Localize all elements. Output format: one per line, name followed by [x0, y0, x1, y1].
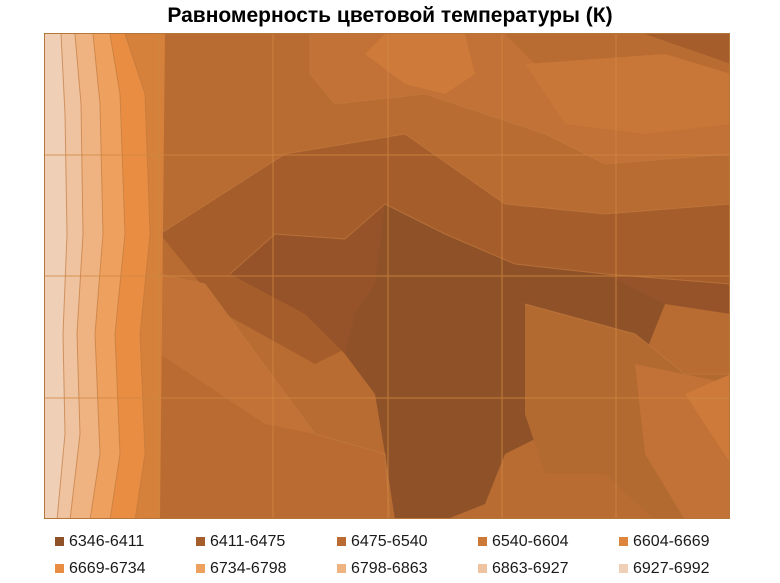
- contour-line: [69, 34, 84, 518]
- legend-item: 6411-6475: [196, 533, 337, 551]
- legend-item: 6346-6411: [55, 533, 196, 551]
- legend-swatch: [337, 564, 346, 573]
- heatmap-svg: [45, 34, 729, 518]
- contour-region: [365, 34, 475, 94]
- contour-line: [89, 34, 104, 518]
- legend-label: 6411-6475: [210, 532, 286, 550]
- contour-region: [525, 54, 729, 134]
- legend-swatch: [55, 564, 64, 573]
- heatmap-plot: [44, 33, 730, 519]
- legend-label: 6346-6411: [69, 532, 145, 550]
- contour-region: [685, 374, 729, 461]
- legend-swatch: [55, 537, 64, 546]
- contour-line: [124, 34, 151, 518]
- contour-line: [309, 34, 729, 165]
- legend-swatch: [196, 564, 205, 573]
- contour-region: [160, 274, 315, 434]
- legend-swatch: [619, 564, 628, 573]
- legend-item: 6540-6604: [478, 533, 619, 551]
- legend-swatch: [478, 564, 487, 573]
- legend-item: 6798-6863: [337, 560, 478, 578]
- chart-title: Равномерность цветовой температуры (К): [167, 4, 613, 27]
- legend-label: 6669-6734: [69, 559, 146, 577]
- legend-item: 6604-6669: [619, 533, 760, 551]
- legend-label: 6475-6540: [351, 532, 428, 550]
- contour-line: [109, 34, 126, 518]
- legend-swatch: [619, 537, 628, 546]
- contour-region: [345, 204, 585, 518]
- legend-label: 6604-6669: [633, 532, 710, 550]
- legend-label: 6927-6992: [633, 559, 710, 577]
- legend-row: 6669-6734 6734-6798 6798-6863 6863-6927 6927…: [55, 555, 775, 582]
- legend-item: 6734-6798: [196, 560, 337, 578]
- legend-item: 6669-6734: [55, 560, 196, 578]
- legend-item: 6863-6927: [478, 560, 619, 578]
- legend-swatch: [478, 537, 487, 546]
- legend-item: 6475-6540: [337, 533, 478, 551]
- legend-label: 6540-6604: [492, 532, 569, 550]
- legend-label: 6863-6927: [492, 559, 569, 577]
- contour-line: [229, 203, 729, 285]
- contour-line: [56, 34, 68, 518]
- legend-label: 6734-6798: [210, 559, 287, 577]
- legend-item: 6927-6992: [619, 560, 760, 578]
- legend-row: 6346-6411 6411-6475 6475-6540 6540-6604 6604…: [55, 528, 775, 555]
- contour-line: [524, 303, 729, 375]
- contour-line: [159, 273, 391, 518]
- legend-swatch: [196, 537, 205, 546]
- legend: 6346-6411 6411-6475 6475-6540 6540-6604 6604…: [55, 528, 775, 582]
- legend-label: 6798-6863: [351, 559, 428, 577]
- contour-line: [159, 133, 729, 235]
- legend-swatch: [337, 537, 346, 546]
